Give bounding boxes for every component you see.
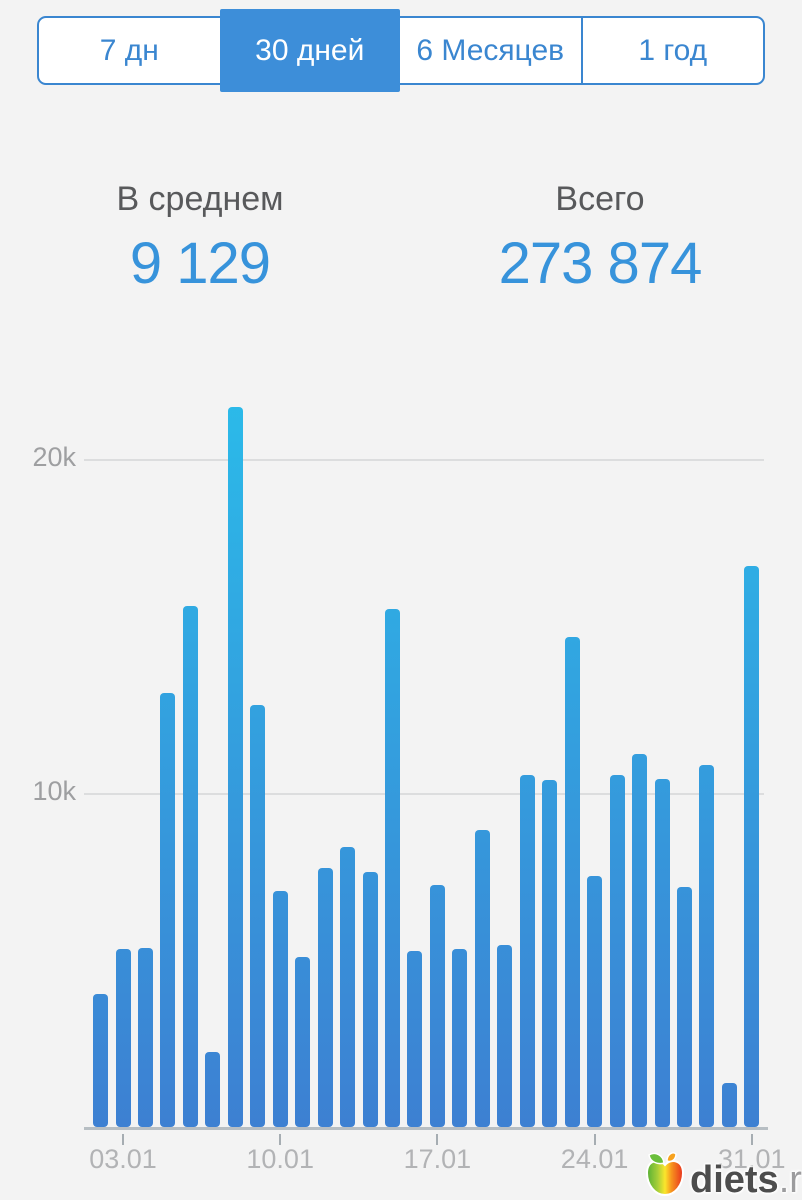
bar-15.01[interactable] — [385, 609, 400, 1127]
x-axis-label-03.01: 03.01 — [89, 1144, 157, 1174]
gridline-10k — [84, 793, 764, 795]
diets-ru-watermark: diets.ru — [642, 1150, 802, 1200]
bar-26.01[interactable] — [632, 754, 647, 1127]
bar-07.01[interactable] — [205, 1052, 221, 1127]
bar-24.01[interactable] — [587, 876, 603, 1127]
bar-18.01[interactable] — [452, 949, 468, 1127]
bar-11.01[interactable] — [295, 957, 311, 1127]
bar-10.01[interactable] — [272, 891, 288, 1127]
bar-08.01[interactable] — [227, 407, 243, 1127]
bar-14.01[interactable] — [362, 872, 378, 1127]
bar-22.01[interactable] — [542, 780, 558, 1127]
bar-20.01[interactable] — [497, 945, 513, 1127]
watermark-text: diets.ru — [690, 1157, 802, 1200]
bar-29.01[interactable] — [699, 765, 715, 1127]
bar-02.01[interactable] — [93, 994, 108, 1127]
bar-28.01[interactable] — [677, 887, 692, 1127]
period-tabs: 7 дн 30 дней 6 Месяцев 1 год — [37, 9, 765, 92]
bar-25.01[interactable] — [609, 775, 625, 1127]
x-tick — [122, 1134, 124, 1145]
bar-19.01[interactable] — [474, 830, 490, 1127]
x-tick — [279, 1134, 282, 1145]
apple-icon — [642, 1150, 688, 1200]
bar-21.01[interactable] — [519, 775, 535, 1127]
bar-27.01[interactable] — [654, 779, 670, 1127]
bar-12.01[interactable] — [317, 868, 333, 1127]
bar-09.01[interactable] — [250, 705, 266, 1127]
total-value: 273 874 — [498, 231, 703, 296]
y-axis-label-20k: 20k — [32, 442, 76, 472]
bar-17.01[interactable] — [429, 885, 445, 1127]
tab-7-days[interactable]: 7 дн — [99, 33, 159, 67]
x-axis-label-17.01: 17.01 — [403, 1144, 472, 1174]
watermark-tld: .ru — [778, 1159, 802, 1200]
x-axis-label-24.01: 24.01 — [560, 1144, 629, 1174]
x-axis-line — [84, 1127, 768, 1130]
total-label: Всего — [555, 180, 645, 218]
gridline-20k — [84, 459, 764, 461]
bars-layer — [0, 400, 802, 1127]
x-tick — [750, 1134, 753, 1145]
average-label: В среднем — [116, 180, 284, 218]
x-axis-label-10.01: 10.01 — [246, 1144, 314, 1174]
bar-30.01[interactable] — [721, 1083, 737, 1127]
x-tick — [593, 1134, 596, 1145]
tab-6-months[interactable]: 6 Месяцев — [416, 33, 565, 67]
watermark-brand: diets — [690, 1159, 779, 1200]
bar-13.01[interactable] — [340, 847, 356, 1127]
x-axis-label-31.01: 31.01 — [718, 1144, 786, 1174]
x-tick — [436, 1134, 439, 1145]
bar-06.01[interactable] — [182, 606, 198, 1127]
bar-23.01[interactable] — [564, 637, 580, 1127]
bar-05.01[interactable] — [160, 693, 176, 1127]
bar-03.01[interactable] — [115, 949, 131, 1127]
average-value: 9 129 — [129, 231, 271, 296]
y-axis-label-10k: 10k — [32, 776, 76, 806]
bar-16.01[interactable] — [407, 951, 423, 1127]
tab-1-year[interactable]: 1 год — [580, 18, 764, 83]
bar-31.01[interactable] — [744, 566, 760, 1127]
tab-30-days[interactable]: 30 дней — [219, 9, 400, 92]
bar-04.01[interactable] — [137, 948, 153, 1127]
